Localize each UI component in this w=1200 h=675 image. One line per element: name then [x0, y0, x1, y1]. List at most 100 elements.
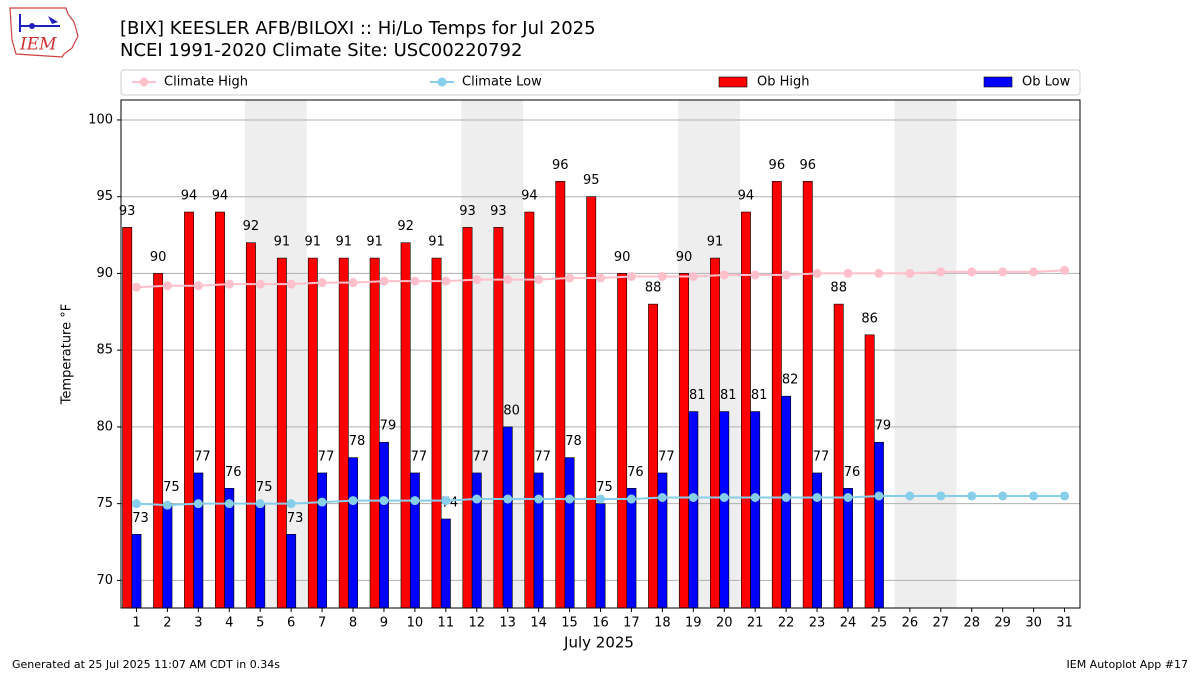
- line-point: [472, 275, 482, 285]
- bar-label: 86: [861, 311, 878, 326]
- legend-label: Climate High: [164, 75, 248, 90]
- bar-label: 78: [565, 434, 582, 449]
- line-point: [224, 499, 234, 509]
- line-point: [781, 270, 791, 280]
- y-tick-label: 95: [96, 189, 113, 204]
- bar: [338, 257, 349, 609]
- line-point: [1029, 267, 1039, 277]
- bar-label: 92: [397, 219, 414, 234]
- line-point: [905, 268, 915, 278]
- line-point: [534, 494, 544, 504]
- bar: [493, 227, 504, 609]
- line-point: [936, 491, 946, 501]
- x-tick-label: 16: [592, 616, 609, 631]
- bar: [750, 411, 761, 609]
- x-tick-label: 13: [499, 616, 516, 631]
- x-tick-label: 15: [561, 616, 578, 631]
- x-tick-label: 27: [933, 616, 950, 631]
- bar: [626, 487, 637, 609]
- bar: [873, 441, 884, 609]
- line-point: [967, 267, 977, 277]
- line-point: [1029, 491, 1039, 501]
- x-tick-label: 21: [747, 616, 764, 631]
- bar: [462, 227, 473, 609]
- line-point: [750, 270, 760, 280]
- legend-label: Climate Low: [462, 75, 542, 90]
- bar: [555, 181, 566, 609]
- legend-item: Climate Low: [430, 75, 542, 90]
- bar-label: 76: [844, 465, 861, 480]
- line-point: [410, 496, 420, 506]
- line-point: [719, 270, 729, 280]
- x-tick-label: 5: [256, 616, 264, 631]
- bar: [740, 211, 751, 609]
- footer-right: IEM Autoplot App #17: [1067, 658, 1189, 671]
- bar-label: 93: [119, 204, 136, 219]
- bar: [409, 472, 420, 609]
- y-axis-label: Temperature °F: [60, 304, 75, 405]
- bar-label: 73: [132, 511, 149, 526]
- x-tick-label: 8: [349, 616, 357, 631]
- x-tick-label: 28: [963, 616, 980, 631]
- bar-label: 90: [676, 250, 693, 265]
- line-point: [255, 279, 265, 289]
- x-tick-label: 25: [871, 616, 888, 631]
- bar: [595, 503, 606, 609]
- logo-text: IEM: [19, 35, 57, 55]
- bar-label: 88: [645, 281, 662, 296]
- line-point: [905, 491, 915, 501]
- line-point: [131, 282, 141, 292]
- bar-label: 80: [503, 403, 520, 418]
- x-tick-label: 4: [225, 616, 233, 631]
- bar-label: 75: [163, 480, 180, 495]
- line-point: [348, 496, 358, 506]
- legend-marker: [437, 77, 447, 87]
- bar-label: 92: [243, 219, 260, 234]
- line-point: [286, 499, 296, 509]
- x-tick-label: 23: [809, 616, 826, 631]
- bar: [710, 257, 720, 609]
- x-tick-label: 31: [1056, 616, 1073, 631]
- line-point: [998, 267, 1008, 277]
- plot-frame: [120, 99, 1081, 609]
- legend-item: Ob High: [718, 75, 810, 90]
- bar: [648, 303, 659, 609]
- bar-label: 75: [256, 480, 273, 495]
- line-point: [131, 499, 141, 509]
- line-point: [503, 494, 513, 504]
- line-point: [657, 492, 667, 502]
- bar: [379, 441, 389, 609]
- line-point: [874, 268, 884, 278]
- bar-label: 96: [799, 158, 816, 173]
- bar-label: 94: [212, 189, 229, 204]
- line-point: [286, 279, 296, 289]
- bar-label: 91: [305, 235, 322, 250]
- bar-label: 78: [349, 434, 366, 449]
- bar-label: 77: [472, 449, 489, 464]
- bar: [131, 534, 142, 609]
- line-point: [379, 496, 389, 506]
- x-tick-label: 29: [994, 616, 1011, 631]
- bar: [781, 395, 792, 609]
- bar-label: 77: [318, 449, 335, 464]
- line-point: [874, 491, 884, 501]
- line-point: [565, 494, 575, 504]
- bar: [307, 257, 318, 609]
- bar: [586, 196, 597, 609]
- line-point: [317, 278, 327, 288]
- line-point: [750, 492, 760, 502]
- line-point: [565, 273, 575, 283]
- bar-label: 77: [813, 449, 830, 464]
- line-point: [596, 273, 605, 283]
- line-point: [162, 281, 172, 291]
- bar: [122, 227, 133, 609]
- bar: [771, 181, 782, 609]
- line-point: [441, 496, 451, 506]
- line-point: [998, 491, 1008, 501]
- line-point: [843, 268, 853, 278]
- x-tick-label: 6: [287, 616, 295, 631]
- bar: [153, 273, 164, 609]
- legend-label: Ob Low: [1022, 75, 1071, 90]
- x-tick-label: 7: [318, 616, 326, 631]
- bar-label: 91: [707, 235, 724, 250]
